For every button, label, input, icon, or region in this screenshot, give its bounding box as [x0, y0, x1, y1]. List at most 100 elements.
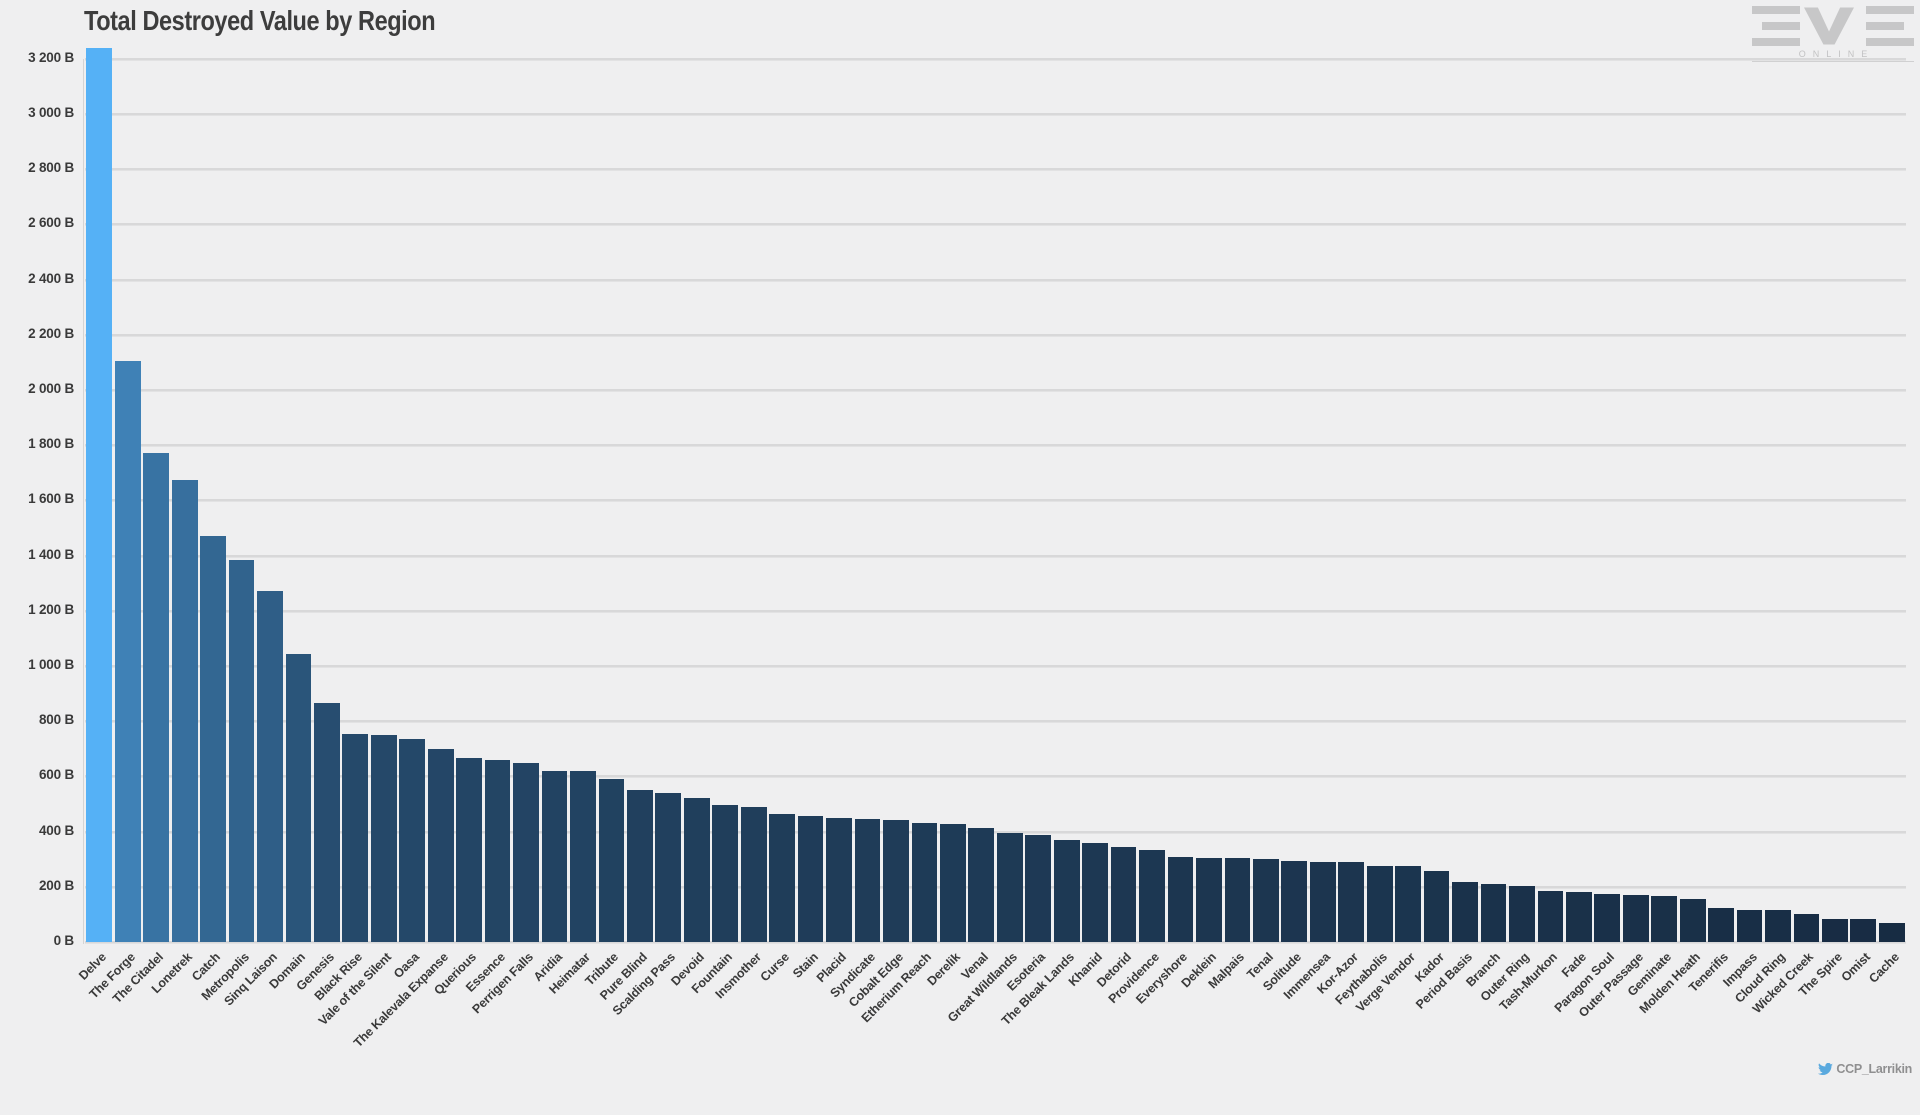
- chart-canvas: Total Destroyed Value by Region 0 B 200 B…: [28, 5, 1914, 1076]
- bar-curse: [769, 813, 796, 942]
- y-tick-label: 800 B: [38, 712, 74, 728]
- bar-aridia: [541, 770, 568, 942]
- y-tick-label: 2 200 B: [28, 325, 74, 341]
- bar-fade: [1565, 892, 1592, 942]
- bar-fountain: [712, 805, 739, 942]
- author-credit: CCP_Larrikin: [1818, 1062, 1912, 1076]
- gridline: [85, 57, 1906, 60]
- bar-insmother: [740, 806, 767, 942]
- bar-outer-passage: [1622, 895, 1649, 942]
- bar-oasa: [399, 739, 426, 942]
- bar-delve: [86, 47, 113, 942]
- bar-lonetrek: [171, 479, 198, 942]
- bar-kor-azor: [1338, 861, 1365, 942]
- bar-tribute: [598, 779, 625, 942]
- twitter-bird-icon: [1818, 1062, 1834, 1076]
- bar-feythabolis: [1366, 865, 1393, 942]
- bar-sinq-laison: [257, 591, 283, 942]
- bar-detorid: [1110, 846, 1137, 942]
- bar-genesis: [314, 703, 340, 942]
- y-tick-label: 2 600 B: [28, 215, 74, 231]
- bar-impass: [1736, 909, 1763, 942]
- y-tick-label: 1 400 B: [28, 546, 74, 562]
- gridline: [85, 720, 1906, 723]
- bar-solitude: [1281, 860, 1308, 942]
- bar-cache: [1878, 923, 1905, 942]
- bar-essence: [484, 759, 511, 942]
- y-tick-label: 1 600 B: [28, 491, 74, 507]
- gridline: [85, 113, 1906, 115]
- bar-etherium-reach: [911, 822, 938, 942]
- y-tick-label: 3 200 B: [28, 49, 74, 65]
- gridline: [85, 830, 1906, 833]
- bar-heimatar: [570, 771, 596, 942]
- bar-tenal: [1252, 858, 1279, 942]
- bar-domain: [285, 653, 312, 942]
- bar-the-kalevala-expanse: [427, 748, 454, 942]
- bar-providence: [1139, 850, 1165, 942]
- gridline: [85, 499, 1906, 502]
- gridline: [85, 665, 1906, 667]
- bar-wicked-creek: [1793, 914, 1820, 942]
- y-tick-label: 2 000 B: [28, 381, 74, 396]
- bar-catch: [200, 536, 226, 942]
- y-axis-line: [83, 58, 84, 944]
- bar-geminate: [1651, 895, 1678, 942]
- y-tick-label: 3 000 B: [28, 105, 74, 120]
- bar-cloud-ring: [1765, 909, 1791, 942]
- bar-venal: [968, 828, 995, 942]
- bar-tash-murkon: [1537, 890, 1564, 942]
- bar-deklein: [1196, 857, 1222, 942]
- gridline: [85, 333, 1906, 336]
- bar-querious: [456, 758, 483, 942]
- bar-esoteria: [1025, 834, 1052, 942]
- bar-the-bleak-lands: [1053, 839, 1080, 942]
- gridline: [85, 223, 1906, 226]
- bar-kador: [1423, 871, 1450, 942]
- eve-logo-online-text: ONLINE: [1798, 49, 1875, 59]
- y-tick-label: 200 B: [38, 877, 74, 893]
- bar-pure-blind: [627, 790, 653, 942]
- bar-perrigen-falls: [513, 762, 539, 942]
- twitter-handle-text: CCP_Larrikin: [1836, 1062, 1912, 1076]
- gridline: [85, 168, 1906, 171]
- eve-logo-v-icon: [1800, 6, 1866, 46]
- bar-verge-vendor: [1395, 866, 1421, 942]
- y-tick-label: 2 800 B: [28, 160, 74, 176]
- bar-omist: [1850, 919, 1877, 942]
- bar-molden-heath: [1679, 898, 1706, 942]
- bar-period-basis: [1452, 881, 1478, 942]
- bar-stain: [797, 816, 824, 942]
- gridline: [85, 278, 1906, 281]
- eve-logo-underline: [1752, 61, 1914, 62]
- gridline: [85, 444, 1906, 447]
- gridline: [85, 941, 1906, 943]
- bar-the-spire: [1822, 919, 1848, 942]
- bar-branch: [1480, 884, 1507, 942]
- bar-metropolis: [228, 559, 255, 942]
- gridline: [85, 775, 1906, 778]
- bar-chart-plot-area: 0 B 200 B 400 B 600 B 800 B 1 000 B 1 200 B 1 4…: [28, 47, 1906, 1050]
- y-tick-label: 1 000 B: [28, 657, 74, 672]
- bar-the-citadel: [143, 453, 170, 942]
- bar-black-rise: [342, 733, 369, 942]
- eve-logo-right-e: [1866, 6, 1914, 46]
- chart-title: Total Destroyed Value by Region: [84, 5, 436, 36]
- bar-scalding-pass: [655, 792, 682, 942]
- bar-outer-ring: [1509, 886, 1535, 942]
- gridline: [85, 885, 1906, 888]
- y-tick-label: 0 B: [53, 933, 75, 948]
- bar-derelik: [939, 823, 966, 942]
- bar-khanid: [1082, 842, 1108, 942]
- bar-vale-of-the-silent: [370, 735, 397, 942]
- bar-the-forge: [114, 361, 141, 942]
- bar-cobalt-edge: [883, 819, 909, 942]
- bar-placid: [826, 817, 852, 942]
- y-tick-label: 1 200 B: [28, 601, 74, 617]
- bar-immensea: [1309, 861, 1336, 942]
- eve-logo-left-e: [1752, 6, 1800, 46]
- bar-tenerifis: [1708, 907, 1734, 942]
- gridline: [85, 389, 1906, 391]
- eve-online-logo: ONLINE: [1752, 6, 1914, 62]
- y-tick-label: 600 B: [38, 767, 74, 783]
